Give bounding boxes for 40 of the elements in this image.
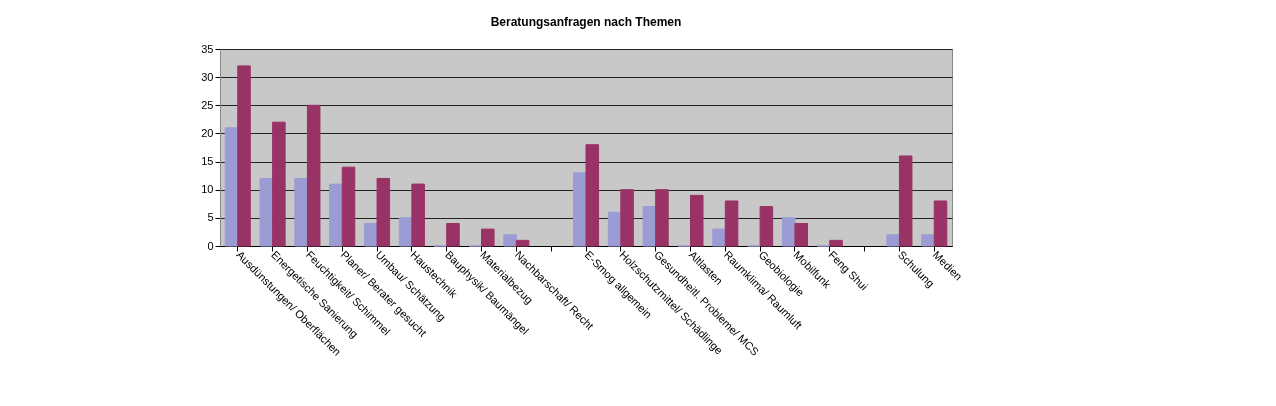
y-tick-label: 25 bbox=[201, 98, 214, 111]
bar bbox=[655, 189, 669, 247]
bar bbox=[898, 155, 913, 247]
bar bbox=[329, 183, 343, 247]
bar bbox=[724, 200, 739, 247]
bar bbox=[341, 166, 356, 247]
bar bbox=[794, 222, 808, 247]
bar bbox=[411, 183, 425, 247]
bar bbox=[515, 239, 530, 247]
bar bbox=[689, 194, 704, 247]
chart-title: Beratungsanfragen nach Themen bbox=[490, 15, 682, 29]
bar bbox=[781, 217, 796, 247]
bar bbox=[259, 177, 274, 247]
bar bbox=[398, 217, 413, 247]
y-tick-label: 10 bbox=[201, 183, 214, 196]
y-tick-label: 30 bbox=[201, 70, 214, 83]
bar bbox=[572, 172, 587, 247]
bar bbox=[933, 200, 948, 247]
bar bbox=[272, 121, 286, 247]
bar bbox=[921, 234, 935, 247]
y-tick-label: 35 bbox=[201, 42, 214, 55]
bar bbox=[620, 189, 634, 247]
bar bbox=[503, 234, 517, 247]
bar bbox=[481, 228, 495, 247]
bar bbox=[446, 222, 460, 247]
y-tick-label: 20 bbox=[201, 126, 214, 139]
bar bbox=[585, 144, 600, 247]
bar bbox=[364, 222, 378, 247]
bar bbox=[306, 104, 321, 247]
bar bbox=[829, 239, 843, 247]
bar bbox=[759, 206, 774, 247]
bar bbox=[886, 234, 900, 247]
bar bbox=[642, 206, 657, 247]
y-tick-label: 15 bbox=[201, 155, 214, 168]
y-tick-label: 0 bbox=[207, 239, 214, 252]
bar bbox=[237, 65, 251, 247]
bar bbox=[712, 228, 726, 247]
y-tick-label: 5 bbox=[207, 211, 214, 224]
bar bbox=[376, 177, 391, 247]
bar bbox=[294, 177, 308, 247]
